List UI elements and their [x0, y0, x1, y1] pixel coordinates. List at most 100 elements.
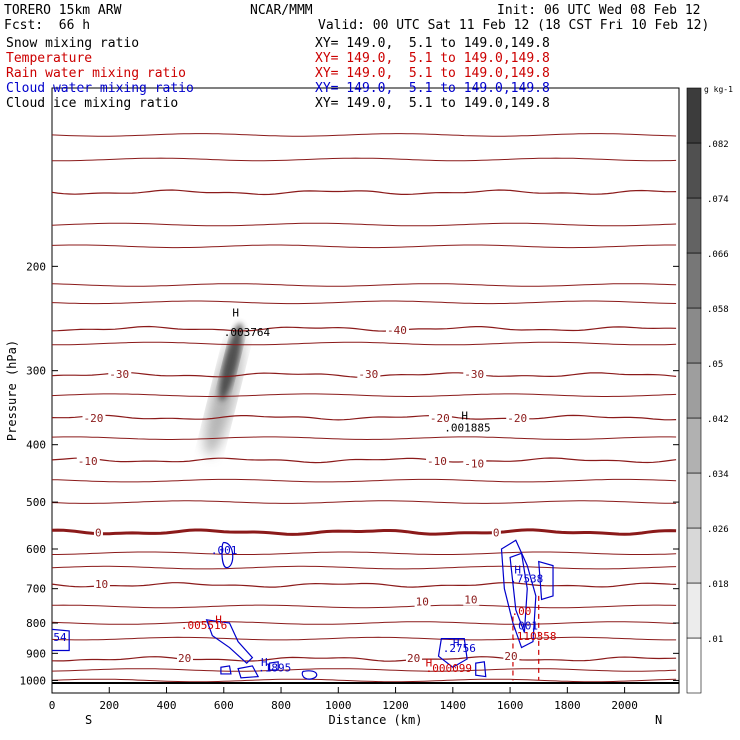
isotherm-label: 10	[464, 594, 477, 607]
colorbar-tick-label: .034	[707, 470, 729, 480]
x-tick-label: 1600	[497, 699, 524, 712]
isotherm-20	[51, 656, 677, 662]
max-marker: H	[514, 564, 521, 577]
isotherm-line	[51, 244, 677, 249]
isotherm-line	[52, 604, 677, 609]
isotherm-label-bg	[506, 412, 530, 425]
max-marker: H	[453, 637, 460, 650]
isotherm-line	[52, 341, 677, 346]
cloud-water-contour	[437, 638, 468, 668]
x-tick-label: 1000	[325, 699, 352, 712]
colorbar-segment	[686, 637, 702, 694]
x-tick-label: 2000	[611, 699, 638, 712]
isotherm-label-bg	[463, 367, 487, 380]
isotherm-label-bg	[108, 367, 132, 380]
isotherm-label: -40	[387, 324, 407, 337]
isotherm-label-bg	[93, 577, 110, 590]
isotherm-label: -20	[83, 412, 103, 425]
valid-time: Valid: 00 UTC Sat 11 Feb 12 (18 CST Fri …	[318, 18, 710, 33]
cloud-water-contour	[205, 619, 254, 664]
isotherm-line	[51, 500, 677, 504]
field-temperature-xy: XY= 149.0, 5.1 to 149.0,149.8	[315, 51, 550, 66]
field-snow-xy: XY= 149.0, 5.1 to 149.0,149.8	[315, 36, 550, 51]
colorbar-tick-label: .082	[707, 140, 729, 150]
isotherm-line	[51, 393, 677, 397]
field-temperature-name: Temperature	[6, 51, 93, 66]
isotherm-label-bg	[414, 595, 431, 608]
max-value-label: .000099	[426, 662, 472, 675]
isotherm-line	[51, 300, 677, 305]
colorbar-segment	[686, 472, 702, 529]
field-cloud-water-xy: XY= 149.0, 5.1 to 149.0,149.8	[315, 81, 550, 96]
colorbar-segment	[686, 87, 702, 144]
cloud-water-contour	[221, 541, 234, 569]
isotherm-label: -30	[358, 368, 378, 381]
isotherm-label: 0	[95, 527, 102, 540]
isotherm-line	[51, 283, 677, 287]
x-axis-left-end-label: S	[85, 713, 92, 727]
x-tick-label: 1800	[554, 699, 581, 712]
max-marker: H	[461, 410, 468, 423]
cloud-water-contour	[301, 670, 318, 680]
y-tick-label: 600	[26, 543, 46, 556]
field-snow-name: Snow mixing ratio	[6, 36, 140, 51]
isotherm-label: 0	[493, 527, 500, 540]
isotherm-line	[51, 436, 677, 441]
max-value-label: .003764	[224, 326, 271, 339]
isotherm-line	[52, 551, 677, 555]
cloud-water-contour	[51, 628, 70, 652]
colorbar-tick-label: .026	[707, 525, 729, 535]
cloud-water-contour	[475, 661, 487, 678]
colorbar-segment	[686, 142, 702, 199]
isotherm-label-bg	[463, 457, 487, 470]
colorbar-tick-label: .018	[707, 580, 729, 590]
isotherm-line	[51, 133, 677, 137]
max-value-label: .2756	[443, 642, 476, 655]
x-axis-right-end-label: N	[655, 713, 662, 727]
y-tick-label: 700	[26, 583, 46, 596]
field-rain-name: Rain water mixing ratio	[6, 66, 187, 81]
colorbar-unit-label: g kg-1	[704, 85, 733, 94]
y-tick-label: 400	[26, 439, 46, 452]
colorbar-segment	[686, 197, 702, 254]
isotherm-label: -10	[78, 455, 98, 468]
isotherm--20	[51, 414, 677, 421]
max-value-label: .110358	[510, 630, 556, 643]
isotherm-label: 20	[178, 652, 191, 665]
field-cloud-water-name: Cloud water mixing ratio	[6, 81, 194, 96]
isotherm-label: -20	[430, 412, 450, 425]
y-tick-label: 500	[26, 496, 46, 509]
isotherm-line	[52, 157, 677, 162]
x-tick-label: 200	[99, 699, 119, 712]
init-time: Init: 06 UTC Wed 08 Feb 12	[497, 3, 701, 18]
x-tick-label: 0	[49, 699, 56, 712]
snow-shading-core	[219, 323, 243, 401]
isotherm-label: 10	[416, 595, 429, 608]
max-value-label: .7538	[510, 572, 543, 585]
isotherm-label-bg	[406, 651, 423, 664]
max-value-label: .1895	[258, 661, 291, 674]
x-tick-label: 800	[271, 699, 291, 712]
isotherm-0	[51, 528, 677, 536]
colorbar-segment	[686, 362, 702, 419]
colorbar-segment	[686, 527, 702, 584]
max-marker: H	[261, 656, 268, 669]
cloud-water-contour	[237, 665, 260, 679]
colorbar-segment	[686, 582, 702, 639]
isotherm-label-bg	[426, 455, 450, 468]
x-tick-label: 1400	[440, 699, 467, 712]
isotherm-label-bg	[357, 367, 381, 380]
colorbar-segment	[686, 252, 702, 309]
colorbar-segment	[686, 417, 702, 474]
forecast-hour: Fcst: 66 h	[4, 18, 91, 33]
max-value-label: .001	[512, 619, 538, 632]
max-value-label: .001	[211, 544, 238, 557]
isotherm-label-bg	[428, 412, 452, 425]
x-tick-label: 1200	[382, 699, 409, 712]
isotherm-label-bg	[76, 455, 100, 468]
isotherm-line	[51, 222, 677, 227]
isotherm-label: -10	[427, 455, 447, 468]
x-tick-label: 400	[157, 699, 177, 712]
isotherm-line	[51, 478, 677, 483]
y-tick-label: 900	[26, 647, 46, 660]
